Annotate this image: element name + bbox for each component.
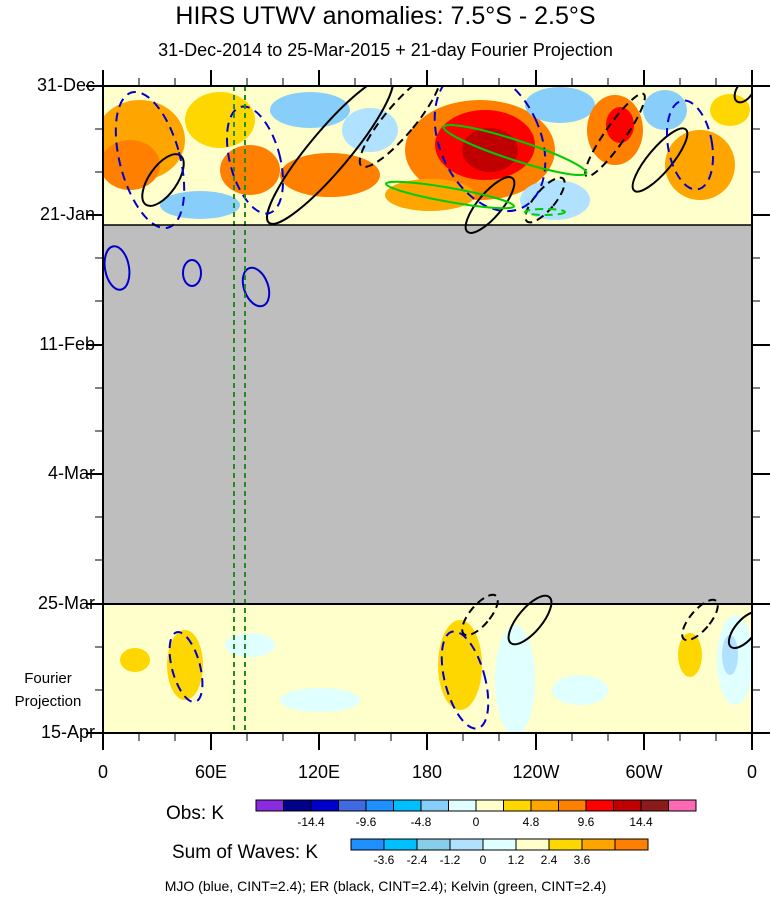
obs-colorbar: [255, 799, 697, 812]
waves-colorbar-swatch: [614, 838, 649, 851]
obs-colorbar-swatch: [393, 799, 422, 812]
obs-colorbar-swatch: [503, 799, 532, 812]
projection-label: Projection: [14, 693, 82, 710]
waves-colorbar-swatch: [482, 838, 517, 851]
obs-colorbar-swatch: [558, 799, 587, 812]
obs-colorbar-label: 14.4: [629, 815, 653, 829]
y-tick-label: 11-Feb: [39, 334, 95, 354]
obs-colorbar-label: -9.6: [355, 815, 377, 829]
obs-colorbar-swatch: [365, 799, 394, 812]
obs-colorbar-swatch: [448, 799, 477, 812]
mjo-contours: [103, 86, 715, 730]
obs-colorbar-swatch: [640, 799, 669, 812]
chart-title: HIRS UTWV anomalies: 7.5°S - 2.5°S: [175, 2, 596, 30]
y-tick-label: 21-Jan: [39, 204, 95, 224]
waves-colorbar-swatch: [416, 838, 451, 851]
contour-legend: MJO (blue, CINT=2.4); ER (black, CINT=2.…: [164, 878, 607, 894]
obs-colorbar-swatch: [585, 799, 614, 812]
x-minor-ticks: [138, 78, 717, 741]
wave-contours: [103, 86, 752, 730]
waves-colorbar-label: -3.6: [373, 853, 395, 867]
x-ticks: [102, 70, 753, 750]
waves-colorbar-label: -2.4: [406, 853, 428, 867]
waves-colorbar-swatch: [581, 838, 616, 851]
obs-colorbar-label: -14.4: [297, 815, 325, 829]
waves-colorbar-swatch: [548, 838, 583, 851]
x-tick-label: 60W: [625, 762, 663, 782]
er-contours: [141, 86, 752, 650]
obs-colorbar-swatch: [420, 799, 449, 812]
obs-colorbar-label: 0: [472, 815, 480, 829]
obs-colorbar-label: 4.8: [522, 815, 540, 829]
waves-colorbar-swatch: [515, 838, 550, 851]
obs-colorbar-label: -4.8: [410, 815, 432, 829]
waves-colorbar-swatch: [383, 838, 418, 851]
waves-colorbar-label: -1.2: [439, 853, 461, 867]
waves-colorbar-swatch: [449, 838, 484, 851]
y-tick-label: 31-Dec: [36, 75, 95, 95]
obs-anomaly-field: [103, 86, 752, 225]
fourier-projection-field: [103, 604, 752, 733]
y-tick-label: 25-Mar: [37, 593, 95, 613]
waves-colorbar: [350, 838, 649, 851]
obs-colorbar-swatch: [613, 799, 642, 812]
obs-colorbar-swatch: [530, 799, 559, 812]
waves-colorbar-label: 2.4: [540, 853, 558, 867]
fourier-label: Fourier: [24, 670, 72, 687]
obs-colorbar-label: 9.6: [577, 815, 595, 829]
waves-colorbar-title: Sum of Waves: K: [172, 842, 319, 863]
x-tick-label: 0: [97, 762, 109, 782]
missing-data-region: [103, 225, 752, 604]
y-tick-label: 4-Mar: [47, 463, 95, 483]
obs-colorbar-swatch: [475, 799, 504, 812]
kelvin-contours: [384, 123, 588, 216]
obs-colorbar-swatch: [668, 799, 697, 812]
chart-subtitle: 31-Dec-2014 to 25-Mar-2015 + 21-day Four…: [158, 40, 613, 60]
waves-colorbar-swatch: [350, 838, 385, 851]
x-tick-label: 120W: [512, 762, 560, 782]
obs-colorbar-swatch: [338, 799, 367, 812]
waves-colorbar-label: 3.6: [573, 853, 591, 867]
y-minor-ticks: [95, 128, 760, 691]
obs-colorbar-swatch: [255, 799, 284, 812]
waves-colorbar-label: 1.2: [507, 853, 525, 867]
obs-colorbar-swatch: [283, 799, 312, 812]
x-tick-label: 180: [411, 762, 443, 782]
y-tick-label: 15-Apr: [40, 722, 95, 742]
x-tick-label: 0: [746, 762, 758, 782]
x-tick-label: 120E: [297, 762, 341, 782]
obs-colorbar-swatch: [310, 799, 339, 812]
waves-colorbar-label: 0: [479, 853, 487, 867]
x-tick-label: 60E: [194, 762, 228, 782]
obs-colorbar-title: Obs: K: [166, 803, 225, 824]
y-ticks: [86, 85, 770, 734]
